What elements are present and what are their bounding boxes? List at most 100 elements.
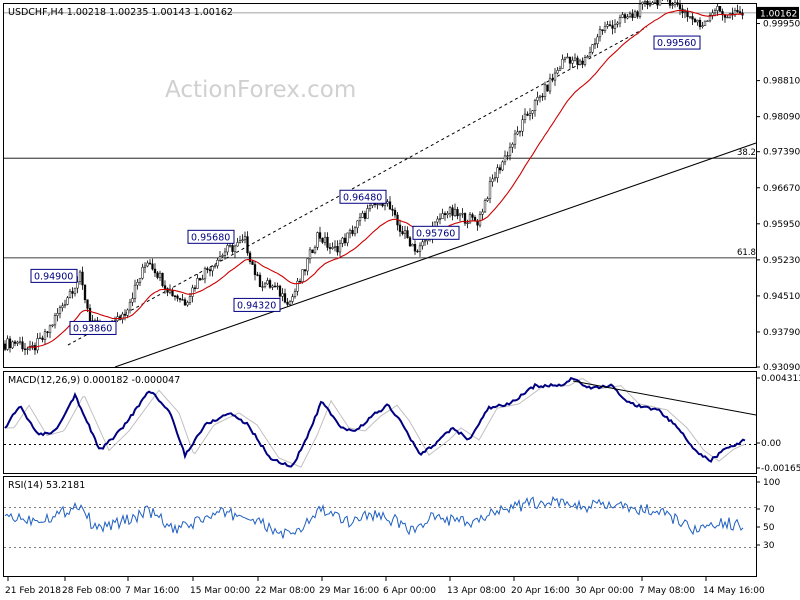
candle-body <box>488 181 492 199</box>
candle-body <box>123 313 127 316</box>
candle-body <box>261 286 264 288</box>
candle-body <box>466 222 469 225</box>
candle-body <box>233 245 237 252</box>
price-panel-frame <box>3 3 757 368</box>
annotation-box <box>233 297 281 312</box>
candle-body <box>451 207 454 216</box>
candle-body <box>586 56 589 58</box>
candle-body <box>321 238 324 243</box>
candle-body <box>511 143 514 148</box>
candle-body <box>643 0 647 3</box>
time-tick-label: 22 Mar 08:00 <box>255 586 315 596</box>
candle-body <box>26 348 29 351</box>
candle-body <box>486 198 489 201</box>
candle-body <box>546 84 549 92</box>
time-tick-label: 7 May 08:00 <box>639 586 695 596</box>
candle-body <box>591 44 594 53</box>
candle-body <box>213 265 217 267</box>
candle-body <box>81 271 84 286</box>
candle-body <box>526 113 529 116</box>
candle-body <box>453 209 457 216</box>
time-tick-label: 13 Apr 08:00 <box>447 586 506 596</box>
candle-body <box>323 236 327 243</box>
candle-body <box>693 18 697 23</box>
candle-body <box>51 324 54 327</box>
candle-body <box>391 208 394 211</box>
candle-body <box>151 263 154 270</box>
price-annotation: 0.94900 <box>30 268 78 283</box>
candle-body <box>736 9 739 12</box>
candle-body <box>683 11 687 13</box>
candle-body <box>418 245 422 252</box>
candle-body <box>533 100 537 111</box>
candle-body <box>386 201 389 204</box>
candle-body <box>471 214 474 218</box>
candle-body <box>223 251 227 256</box>
candle-body <box>648 4 652 6</box>
candle-body <box>308 249 312 260</box>
candle-body <box>606 24 609 27</box>
price-annotation: 0.96480 <box>339 189 387 204</box>
candle-body <box>178 298 182 300</box>
candle-body <box>133 284 137 299</box>
candle-body <box>633 11 637 18</box>
candle-body <box>243 236 247 241</box>
candle-body <box>626 16 629 19</box>
price-tick-label: 0.95950 <box>763 220 800 230</box>
candle-body <box>588 51 592 57</box>
price-tick-label: 0.97390 <box>763 148 800 158</box>
candle-body <box>141 267 144 279</box>
time-tick-label: 6 Apr 00:00 <box>383 586 436 596</box>
candle-body <box>66 297 69 305</box>
time-tick-label: 15 Mar 00:00 <box>190 586 250 596</box>
candle-body <box>56 313 59 316</box>
candle-body <box>228 245 232 247</box>
rsi-tick-label: 70 <box>763 505 775 515</box>
rsi-tick-label: 50 <box>763 523 775 533</box>
price-tick-label: 0.93090 <box>763 363 800 373</box>
candle-body <box>438 218 442 220</box>
annotation-label: 0.99560 <box>657 38 696 49</box>
candle-body <box>423 240 427 243</box>
macd-axis: 0.004313 0.00 -0.001659 <box>756 374 800 474</box>
candle-body <box>338 243 342 253</box>
candle-body <box>651 2 654 5</box>
candle-body <box>211 266 214 272</box>
ema-55-line <box>27 9 743 348</box>
candle-body <box>556 70 559 74</box>
time-tick-label: 14 May 16:00 <box>703 586 765 596</box>
candle-body <box>551 78 554 81</box>
candle-body <box>653 0 657 3</box>
candle-body <box>581 60 584 65</box>
candle-body <box>361 212 364 218</box>
candle-body <box>246 236 249 254</box>
candle-body <box>623 14 627 19</box>
candle-body <box>568 56 572 64</box>
candle-body <box>131 298 134 303</box>
candle-body <box>291 296 294 302</box>
candle-body <box>578 60 582 65</box>
candle-body <box>458 213 462 217</box>
candle-body <box>608 24 612 26</box>
candle-body <box>186 302 189 306</box>
candle-body <box>406 230 409 238</box>
candle-body <box>401 231 404 235</box>
candle-body <box>641 1 644 5</box>
time-tick-label: 20 Apr 16:00 <box>511 586 570 596</box>
trendlines <box>67 26 757 368</box>
candle-body <box>388 201 392 210</box>
candle-body <box>346 232 349 244</box>
candle-body <box>171 290 174 297</box>
candle-body <box>198 278 202 281</box>
candle-body <box>156 272 159 278</box>
candle-body <box>523 113 527 120</box>
rsi-tick-label: 30 <box>763 541 775 551</box>
candle-body <box>238 240 242 243</box>
candle-body <box>206 268 209 270</box>
candle-body <box>68 291 72 299</box>
price-horizontal-lines: 38.2 61.8 <box>4 12 756 259</box>
candle-body <box>498 167 502 171</box>
candle-body <box>528 113 532 116</box>
candle-body <box>501 161 504 171</box>
candle-body <box>566 56 569 59</box>
